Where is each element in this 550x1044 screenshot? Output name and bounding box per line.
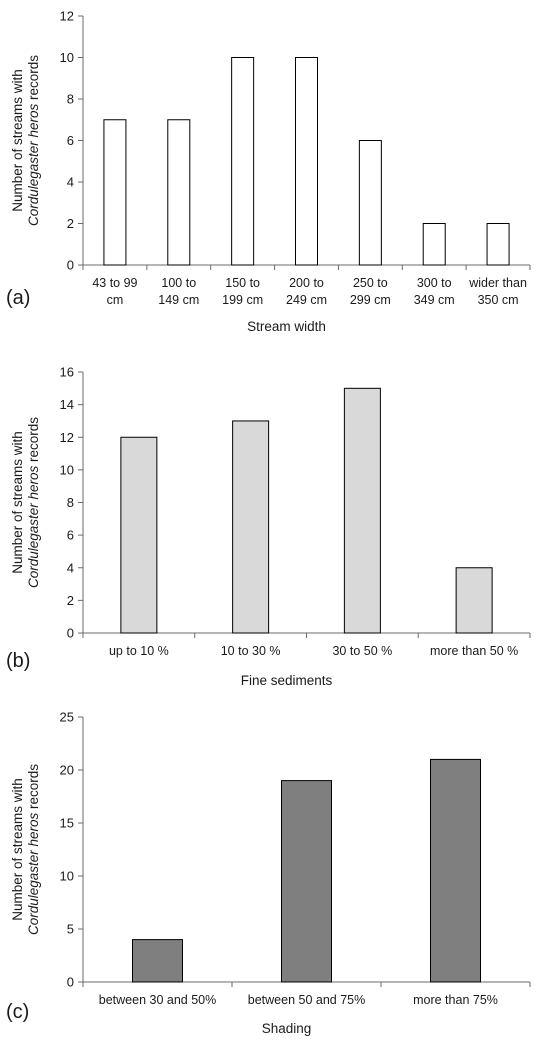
y-tick-label: 2 <box>67 593 74 608</box>
y-tick-label: 8 <box>67 495 74 510</box>
x-tick-label: 200 to 249 cm <box>286 276 327 307</box>
x-tick-label: 100 to 149 cm <box>158 276 199 307</box>
y-axis-label-species: Cordulegaster heros <box>26 103 41 226</box>
y-tick-label: 6 <box>67 528 74 543</box>
panel-a: Number of streams with Cordulegaster her… <box>6 9 531 334</box>
y-axis-label-line1: Number of streams with <box>10 778 25 921</box>
y-axis-label-suffix: records <box>26 417 41 462</box>
y-axis-label-line2: Cordulegaster heros records <box>26 417 41 588</box>
y-tick-label: 4 <box>67 175 74 190</box>
y-tick-label: 12 <box>60 430 74 445</box>
x-tick-label: 10 to 30 % <box>221 644 281 658</box>
y-axis-label-species: Cordulegaster heros <box>26 812 41 935</box>
y-tick-label: 10 <box>60 462 74 477</box>
y-tick-label: 6 <box>67 133 74 148</box>
x-tick-label: between 50 and 75% <box>248 993 365 1007</box>
y-axis-label-line1: Number of streams with <box>10 431 25 574</box>
y-tick-label: 10 <box>60 50 74 65</box>
x-tick-label: up to 10 % <box>109 644 169 658</box>
y-tick-label: 4 <box>67 560 74 575</box>
x-tick-label: wider than 350 cm <box>468 276 527 307</box>
y-axis-label-line2: Cordulegaster heros records <box>26 764 41 935</box>
y-tick-label: 0 <box>67 975 74 990</box>
panel-label: (b) <box>6 650 30 672</box>
y-tick-label: 5 <box>67 922 74 937</box>
x-tick-label: 250 to 299 cm <box>350 276 391 307</box>
x-tick-label: between 30 and 50% <box>99 993 216 1007</box>
bar <box>231 57 255 266</box>
y-tick-label: 25 <box>60 710 74 725</box>
y-tick-label: 12 <box>60 9 74 24</box>
y-tick-label: 14 <box>60 397 74 412</box>
x-axis-label: Stream width <box>247 319 326 334</box>
x-tick-label: 43 to 99 cm <box>92 276 137 307</box>
x-axis-label: Fine sediments <box>241 673 333 688</box>
bar <box>455 567 493 634</box>
bar <box>343 387 381 634</box>
bar <box>358 140 382 266</box>
bar <box>232 420 270 634</box>
y-tick-label: 15 <box>60 816 74 831</box>
bar <box>422 223 446 266</box>
y-axis-label-line2: Cordulegaster heros records <box>26 55 41 226</box>
y-tick-label: 10 <box>60 869 74 884</box>
bar <box>132 939 183 983</box>
bar <box>281 780 332 983</box>
y-tick-label: 8 <box>67 92 74 107</box>
y-axis-label-line1: Number of streams with <box>10 69 25 212</box>
y-axis-label: Number of streams with Cordulegaster her… <box>10 417 41 588</box>
y-tick-label: 20 <box>60 763 74 778</box>
x-tick-label: more than 75% <box>413 993 498 1007</box>
y-tick-label: 16 <box>60 365 74 380</box>
bar <box>103 119 127 266</box>
bar <box>167 119 191 266</box>
bar <box>486 223 510 266</box>
y-axis-label: Number of streams with Cordulegaster her… <box>10 55 41 226</box>
x-tick-label: more than 50 % <box>430 644 518 658</box>
y-tick-label: 0 <box>67 626 74 641</box>
bar <box>295 57 318 266</box>
y-axis-label: Number of streams with Cordulegaster her… <box>10 764 41 935</box>
x-tick-label: 150 to 199 cm <box>222 276 263 307</box>
y-tick-label: 0 <box>67 258 74 273</box>
bar <box>430 758 481 983</box>
y-tick-label: 2 <box>67 216 74 231</box>
panel-label: (a) <box>6 287 30 309</box>
y-axis-label-suffix: records <box>26 55 41 100</box>
x-tick-label: 30 to 50 % <box>332 644 392 658</box>
y-axis-label-species: Cordulegaster heros <box>26 465 41 588</box>
x-axis-label: Shading <box>262 1021 312 1036</box>
panel-c: Number of streams with Cordulegaster her… <box>6 710 531 1036</box>
panel-label: (c) <box>6 1001 29 1023</box>
y-axis-label-suffix: records <box>26 764 41 809</box>
x-tick-label: 300 to 349 cm <box>414 276 455 307</box>
bar <box>120 436 158 634</box>
panel-b: Number of streams with Cordulegaster her… <box>6 365 531 688</box>
